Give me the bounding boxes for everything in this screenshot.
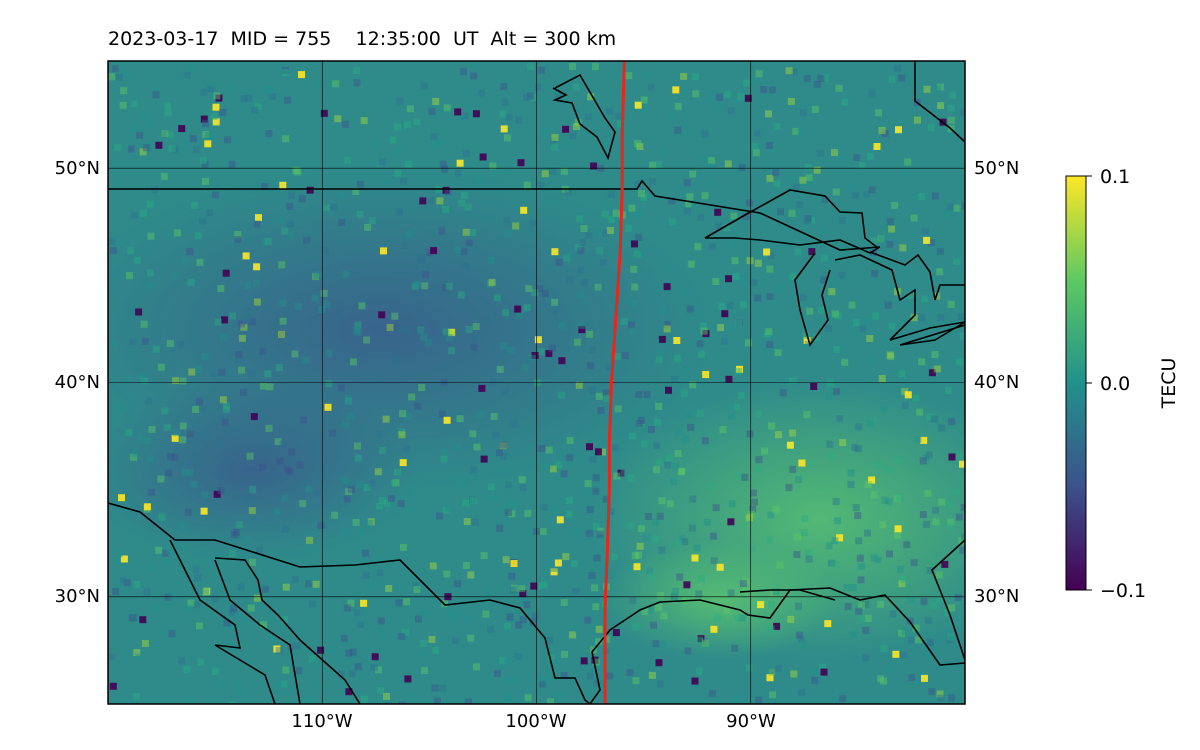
lon-tick-label: 110°W — [291, 711, 352, 732]
latitude-axis-left: 50°N 40°N 30°N — [55, 158, 100, 607]
map-frame — [107, 60, 966, 705]
lake-winnipeg — [552, 73, 616, 161]
sonora-coast — [214, 559, 301, 704]
tec-high-region-gulf — [600, 540, 840, 660]
florida-coast — [931, 539, 965, 661]
mississippi-delta — [739, 589, 836, 601]
georgian-bay — [869, 251, 965, 301]
tec-pixel-noise — [108, 61, 965, 704]
us-canada-border — [108, 179, 881, 251]
red-meridian-line — [603, 61, 626, 704]
colorbar: 0.1 0.0 −0.1 TECU — [1065, 166, 1180, 602]
us-mexico-border — [108, 502, 591, 704]
lon-tick-label: 100°W — [505, 711, 566, 732]
lake-superior — [704, 189, 880, 254]
colorbar-tick-label: −0.1 — [1100, 580, 1146, 602]
longitude-axis: 110°W 100°W 90°W — [291, 711, 776, 732]
gulf-of-california-coast — [214, 557, 361, 704]
colorbar-tick-label: 0.0 — [1100, 373, 1130, 395]
lat-tick-label: 30°N — [55, 586, 100, 607]
lat-tick-label: 40°N — [55, 372, 100, 393]
lake-erie-ontario — [889, 321, 965, 346]
lon-tick-label: 90°W — [726, 711, 776, 732]
lake-huron — [834, 254, 916, 341]
lake-michigan — [794, 252, 831, 347]
latitude-axis-right: 50°N 40°N 30°N — [974, 158, 1019, 607]
lat-tick-label: 50°N — [55, 158, 100, 179]
baja-peninsula — [169, 539, 276, 704]
colorbar-label: TECU — [1158, 358, 1180, 410]
map-plot-area — [108, 61, 965, 704]
lat-tick-label: 50°N — [974, 158, 1019, 179]
lat-tick-label: 40°N — [974, 372, 1019, 393]
colorbar-gradient — [1065, 175, 1087, 591]
hudson-bay-shore — [914, 61, 965, 143]
tec-low-region-south — [108, 380, 420, 560]
map-title: 2023-03-17 MID = 755 12:35:00 UT Alt = 3… — [108, 28, 617, 50]
lat-tick-label: 30°N — [974, 586, 1019, 607]
colorbar-tick-label: 0.1 — [1100, 166, 1130, 188]
